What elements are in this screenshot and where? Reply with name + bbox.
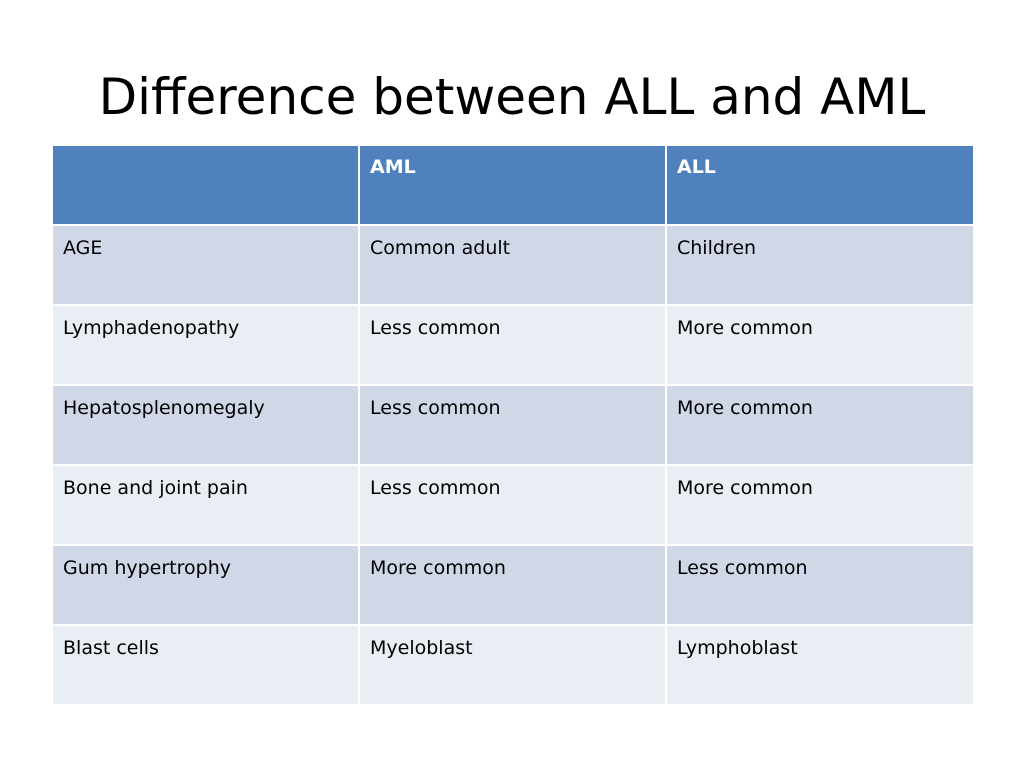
header-cell-all: ALL <box>665 144 975 226</box>
table-row: Gum hypertrophy More common Less common <box>51 544 975 626</box>
aml-cell: Myeloblast <box>358 624 667 706</box>
aml-cell: Common adult <box>358 224 667 306</box>
all-cell: Lymphoblast <box>665 624 975 706</box>
table-row: Bone and joint pain Less common More com… <box>51 464 975 546</box>
row-label-cell: Hepatosplenomegaly <box>51 384 360 466</box>
header-cell-aml: AML <box>358 144 667 226</box>
all-cell: More common <box>665 304 975 386</box>
comparison-table: AML ALL AGE Common adult Children Lympha… <box>51 144 975 706</box>
all-cell: Less common <box>665 544 975 626</box>
all-cell: More common <box>665 464 975 546</box>
aml-cell: Less common <box>358 384 667 466</box>
slide-title: Difference between ALL and AML <box>98 68 926 126</box>
row-label-cell: Blast cells <box>51 624 360 706</box>
row-label-cell: Bone and joint pain <box>51 464 360 546</box>
aml-cell: Less common <box>358 304 667 386</box>
all-cell: Children <box>665 224 975 306</box>
aml-cell: More common <box>358 544 667 626</box>
row-label-cell: AGE <box>51 224 360 306</box>
table-row: AGE Common adult Children <box>51 224 975 306</box>
row-label-cell: Lymphadenopathy <box>51 304 360 386</box>
table-header-row: AML ALL <box>51 144 975 226</box>
table-row: Blast cells Myeloblast Lymphoblast <box>51 624 975 706</box>
table-row: Hepatosplenomegaly Less common More comm… <box>51 384 975 466</box>
aml-cell: Less common <box>358 464 667 546</box>
header-cell-empty <box>51 144 360 226</box>
row-label-cell: Gum hypertrophy <box>51 544 360 626</box>
all-cell: More common <box>665 384 975 466</box>
table-row: Lymphadenopathy Less common More common <box>51 304 975 386</box>
